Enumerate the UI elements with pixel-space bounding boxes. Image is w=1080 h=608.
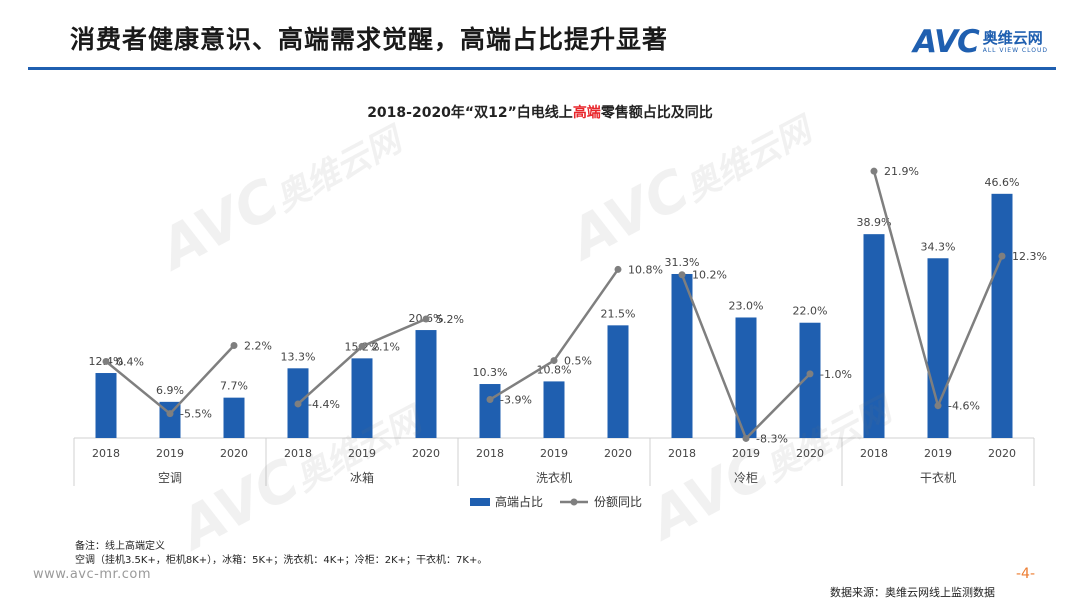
bar-data-label: 46.6% — [985, 176, 1020, 189]
yoy-point — [742, 434, 750, 442]
bar — [735, 317, 757, 438]
logo-text: 奥维云网 ALL VIEW CLOUD — [982, 28, 1048, 55]
yoy-point — [294, 400, 302, 408]
bar-data-label: 6.9% — [156, 384, 184, 397]
yoy-data-label: 10.2% — [692, 269, 727, 282]
yoy-line-series — [489, 268, 620, 401]
yoy-data-label: 0.5% — [564, 355, 592, 368]
x-tick-label: 2019 — [732, 447, 760, 460]
yoy-point — [934, 402, 942, 410]
x-tick-label: 2018 — [668, 447, 696, 460]
yoy-data-label: 2.1% — [372, 340, 400, 353]
x-tick-label: 2018 — [284, 447, 312, 460]
legend-bar-label: 高端占比 — [495, 494, 543, 509]
yoy-point — [614, 265, 622, 273]
bar-data-label: 31.3% — [665, 256, 700, 269]
x-tick-label: 2020 — [988, 447, 1016, 460]
yoy-data-label: -1.0% — [820, 368, 852, 381]
header-divider — [28, 67, 1056, 70]
yoy-data-label: 0.4% — [116, 355, 144, 368]
logo-en: ALL VIEW CLOUD — [982, 46, 1048, 54]
legend-line-marker — [570, 498, 578, 506]
category-label: 空调 — [158, 471, 182, 485]
yoy-point — [166, 410, 174, 418]
yoy-data-label: -8.3% — [756, 432, 788, 445]
notes: 备注：线上高端定义 空调（挂机3.5K+，柜机8K+），冰箱：5K+；洗衣机：4… — [75, 540, 487, 568]
yoy-data-label: -3.9% — [500, 394, 532, 407]
bar — [223, 397, 245, 438]
yoy-data-label: 5.2% — [436, 313, 464, 326]
bar — [607, 325, 629, 438]
bar-data-label: 23.0% — [729, 299, 764, 312]
yoy-point — [870, 167, 878, 175]
legend-line-label: 份额同比 — [594, 495, 642, 509]
x-tick-label: 2019 — [924, 447, 952, 460]
bar — [991, 193, 1013, 438]
yoy-point — [486, 396, 494, 404]
chart-title: 2018-2020年“双12”白电线上高端零售额占比及同比 — [367, 104, 713, 121]
avc-logo: AVC 奥维云网 ALL VIEW CLOUD — [913, 24, 1048, 60]
x-tick-label: 2020 — [796, 447, 824, 460]
yoy-point — [230, 342, 238, 350]
bar — [799, 322, 821, 438]
category-label: 冰箱 — [350, 470, 374, 485]
bar-data-label: 10.3% — [473, 366, 508, 379]
category-label: 洗衣机 — [536, 470, 572, 485]
yoy-data-label: -4.6% — [948, 400, 980, 413]
bar — [95, 373, 117, 438]
bar — [543, 381, 565, 438]
page-number: -4- — [1016, 566, 1036, 582]
bar-data-label: 22.0% — [793, 305, 828, 318]
yoy-point — [550, 357, 558, 365]
chart: 2018-2020年“双12”白电线上高端零售额占比及同比12.4%20186.… — [73, 104, 1047, 509]
bar-data-label: 13.3% — [281, 350, 316, 363]
x-tick-label: 2019 — [540, 447, 568, 460]
logo-cn: 奥维云网 — [982, 28, 1043, 47]
yoy-point — [678, 271, 686, 279]
bar-data-label: 21.5% — [601, 307, 636, 320]
yoy-data-label: 12.3% — [1012, 250, 1047, 263]
bar — [415, 330, 437, 438]
yoy-data-label: 2.2% — [244, 340, 272, 353]
bar — [863, 234, 885, 438]
x-tick-label: 2020 — [604, 447, 632, 460]
bar — [671, 273, 693, 438]
x-tick-label: 2019 — [156, 447, 184, 460]
yoy-data-label: -5.5% — [180, 408, 212, 421]
bar — [927, 258, 949, 438]
data-source: 数据来源：奥维云网线上监测数据 — [830, 586, 995, 599]
x-tick-label: 2020 — [412, 447, 440, 460]
bar — [479, 384, 501, 438]
yoy-point — [806, 370, 814, 378]
yoy-point — [358, 342, 366, 350]
yoy-point — [102, 357, 110, 365]
slide-title: 消费者健康意识、高端需求觉醒，高端占比提升显著 — [70, 25, 669, 54]
bar-data-label: 34.3% — [921, 240, 956, 253]
x-tick-label: 2018 — [860, 447, 888, 460]
x-tick-label: 2020 — [220, 447, 248, 460]
x-tick-label: 2018 — [476, 447, 504, 460]
bar-data-label: 7.7% — [220, 380, 248, 393]
website: www.avc-mr.com — [33, 567, 152, 582]
notes-line-1: 备注：线上高端定义 — [75, 541, 165, 552]
legend-bar-swatch — [470, 498, 490, 506]
category-label: 干衣机 — [920, 470, 956, 485]
yoy-data-label: 10.8% — [628, 263, 663, 276]
notes-line-2: 空调（挂机3.5K+，柜机8K+），冰箱：5K+；洗衣机：4K+；冷柜：2K+；… — [75, 555, 488, 566]
bar-data-label: 38.9% — [857, 216, 892, 229]
yoy-data-label: -4.4% — [308, 398, 340, 411]
category-label: 冷柜 — [734, 471, 758, 485]
x-tick-label: 2018 — [92, 447, 120, 460]
yoy-data-label: 21.9% — [884, 165, 919, 178]
x-tick-label: 2019 — [348, 447, 376, 460]
yoy-point — [422, 315, 430, 323]
bar — [351, 358, 373, 438]
yoy-point — [998, 252, 1006, 260]
logo-mark: AVC — [913, 24, 980, 60]
